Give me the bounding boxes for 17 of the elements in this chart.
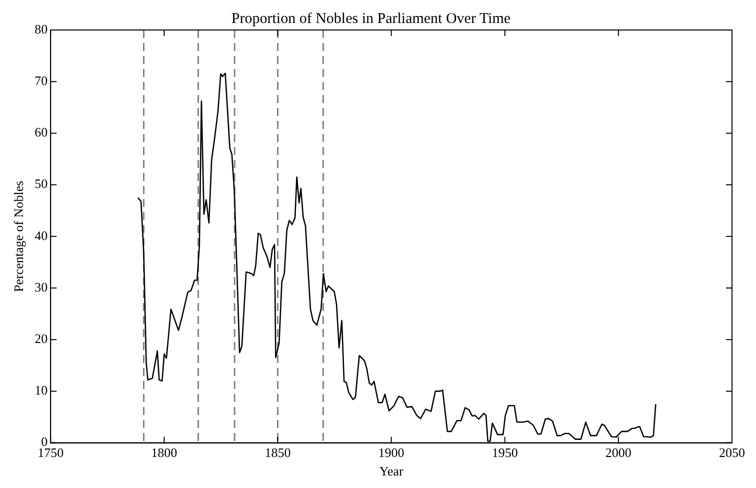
y-tick-label: 50 xyxy=(34,176,48,192)
y-axis-title: Percentage of Nobles xyxy=(11,180,26,292)
x-tick-label: 2000 xyxy=(605,445,632,460)
x-axis-title: Year xyxy=(379,464,404,479)
x-tick-label: 1800 xyxy=(151,445,178,460)
x-tick-label: 1950 xyxy=(492,445,518,460)
y-tick-label: 80 xyxy=(34,21,48,36)
y-tick-label: 20 xyxy=(34,331,48,346)
x-tick-label: 1900 xyxy=(378,445,404,460)
y-tick-label: 10 xyxy=(34,382,48,398)
y-tick-label: 70 xyxy=(34,73,48,88)
chart-title: Proportion of Nobles in Parliament Over Time xyxy=(231,10,511,27)
x-tick-label: 2050 xyxy=(719,445,745,460)
x-tick-label: 1850 xyxy=(264,445,291,460)
y-tick-label: 40 xyxy=(34,228,48,243)
y-tick-label: 30 xyxy=(34,279,48,294)
y-tick-label: 60 xyxy=(34,124,48,140)
